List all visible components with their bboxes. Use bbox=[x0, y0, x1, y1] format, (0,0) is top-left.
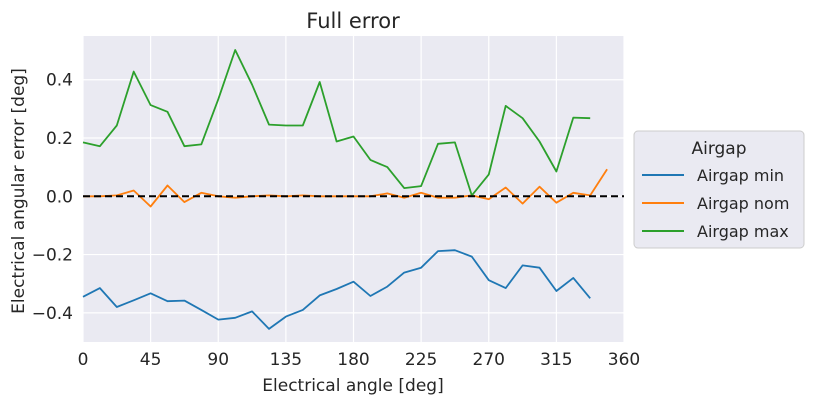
x-tick-labels: 0 45 90 135 180 225 270 315 360 bbox=[78, 350, 641, 370]
x-tick-label: 90 bbox=[207, 350, 229, 370]
grid bbox=[82, 36, 625, 342]
y-axis-label: Electrical angular error [deg] bbox=[9, 68, 29, 314]
y-tick-label: −0.4 bbox=[32, 304, 73, 324]
y-tick-labels: −0.4 −0.2 0.0 0.2 0.4 bbox=[32, 71, 73, 324]
legend-label: Airgap min bbox=[697, 166, 784, 185]
series-line-2 bbox=[83, 168, 608, 208]
y-tick-label: 0.2 bbox=[46, 129, 73, 149]
legend-label: Airgap max bbox=[697, 222, 789, 241]
chart-title: Full error bbox=[306, 9, 400, 33]
x-tick-label: 45 bbox=[140, 350, 162, 370]
x-tick-label: 315 bbox=[540, 350, 572, 370]
series-line-3 bbox=[82, 49, 591, 197]
x-tick-label: 270 bbox=[473, 350, 505, 370]
x-tick-label: 180 bbox=[337, 350, 369, 370]
x-tick-label: 0 bbox=[78, 350, 89, 370]
legend-entries: Airgap min Airgap nom Airgap max bbox=[642, 166, 789, 241]
legend: Airgap Airgap min Airgap nom Airgap max bbox=[633, 130, 805, 249]
legend-title: Airgap bbox=[691, 139, 746, 159]
y-tick-label: 0.0 bbox=[46, 187, 73, 207]
y-tick-label: −0.2 bbox=[32, 246, 73, 266]
legend-box bbox=[633, 130, 805, 249]
x-tick-label: 360 bbox=[608, 350, 640, 370]
y-tick-label: 0.4 bbox=[46, 71, 73, 91]
x-axis-label: Electrical angle [deg] bbox=[262, 376, 443, 396]
x-tick-label: 135 bbox=[270, 350, 302, 370]
series-line-1 bbox=[82, 249, 591, 330]
series-layer bbox=[82, 49, 608, 330]
x-tick-label: 225 bbox=[405, 350, 437, 370]
legend-label: Airgap nom bbox=[697, 194, 789, 213]
